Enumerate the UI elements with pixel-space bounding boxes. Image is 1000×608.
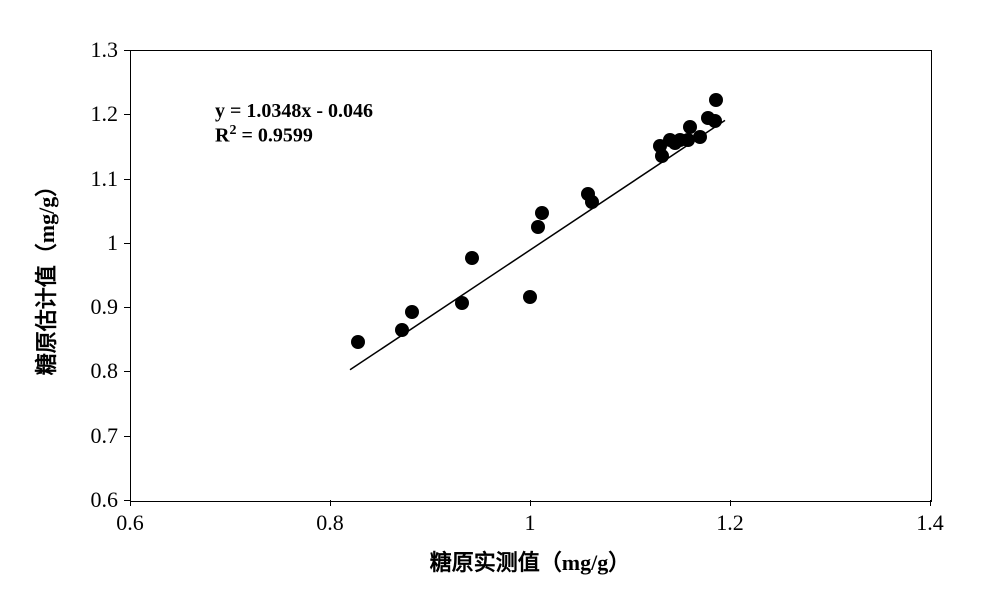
y-tick-label: 1.2 [91,101,119,127]
r-squared-text: R2 = 0.9599 [215,123,373,148]
equation-text: y = 1.0348x - 0.046 [215,100,373,123]
y-tick-label: 0.9 [91,294,119,320]
y-tick [124,436,130,437]
x-tick [330,500,331,506]
y-tick-label: 0.7 [91,423,119,449]
data-point [455,296,469,310]
data-point [465,251,479,265]
x-tick [130,500,131,506]
y-tick-label: 0.6 [91,487,119,513]
x-tick-label: 0.8 [316,510,344,536]
data-point [535,206,549,220]
x-tick [530,500,531,506]
y-tick-label: 1.1 [91,166,119,192]
y-tick-label: 1 [107,230,118,256]
y-tick [124,371,130,372]
data-point [708,114,722,128]
x-tick-label: 1.4 [916,510,944,536]
y-tick [124,50,130,51]
y-tick-label: 0.8 [91,358,119,384]
data-point [655,149,669,163]
chart-container: 0.6 0.8 1 1.2 1.4 0.6 0.7 0.8 0.9 1 1.1 1.2 1.3 糖原实… [0,0,1000,608]
y-tick-label: 1.3 [91,37,119,63]
data-point [395,323,409,337]
x-axis-label: 糖原实测值（mg/g） [430,545,630,577]
data-point [405,305,419,319]
regression-annotation: y = 1.0348x - 0.046 R2 = 0.9599 [215,100,373,148]
data-point [709,93,723,107]
r2-label: R [215,125,229,147]
y-tick [124,500,130,501]
y-tick [124,114,130,115]
y-axis-label: 糖原估计值（mg/g） [29,175,61,375]
y-tick [124,307,130,308]
x-tick [930,500,931,506]
y-tick [124,179,130,180]
x-tick-label: 1 [525,510,536,536]
data-point [351,335,365,349]
x-tick-label: 0.6 [116,510,144,536]
data-point [523,290,537,304]
data-point [531,220,545,234]
y-tick [124,243,130,244]
x-tick [730,500,731,506]
r2-value: = 0.9599 [236,125,312,147]
data-point [693,130,707,144]
x-tick-label: 1.2 [716,510,744,536]
data-point [585,195,599,209]
